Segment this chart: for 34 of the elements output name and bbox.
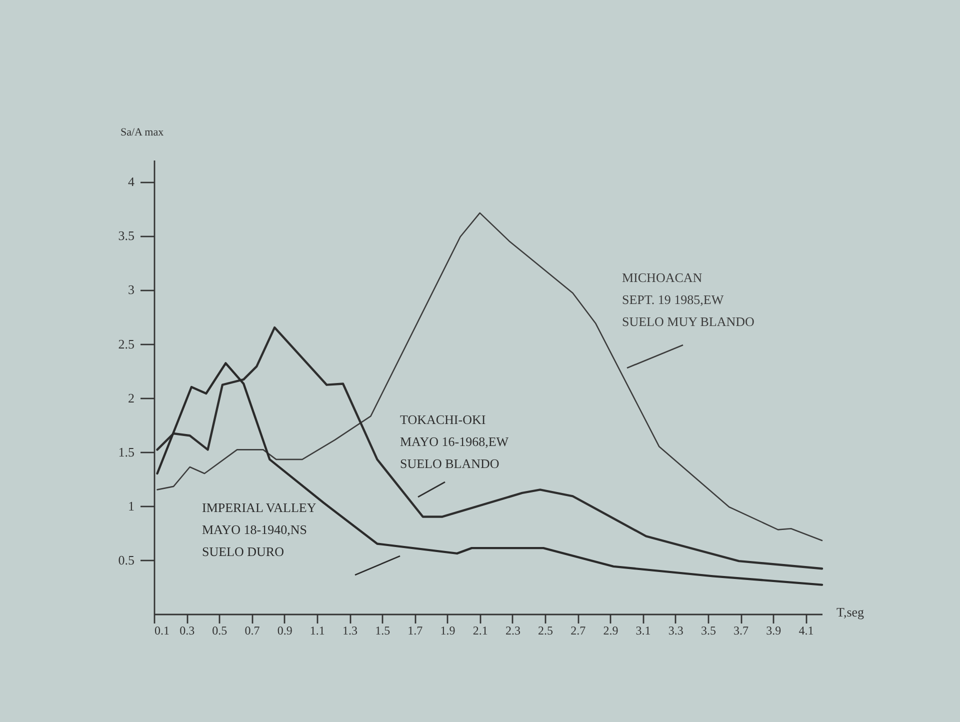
x-tick-label: 1.9 (440, 624, 456, 638)
x-tick-label: 1.5 (375, 624, 390, 638)
x-tick-label: 3.7 (734, 624, 749, 638)
x-tick-label: 2.9 (603, 624, 618, 638)
x-tick-label: 0.9 (277, 624, 292, 638)
x-tick-label: 2.1 (472, 624, 488, 638)
x-tick-label: 1.1 (310, 624, 325, 638)
x-tick-label: 3.1 (636, 624, 651, 638)
x-tick-label: 0.3 (180, 624, 195, 638)
y-tick-label: 1 (128, 498, 134, 514)
x-tick-label: 3.5 (700, 624, 716, 638)
y-tick-label: 3 (128, 282, 134, 298)
y-tick-label: 2 (128, 390, 134, 406)
y-tick-label: 0.5 (118, 552, 134, 568)
series-label: IMPERIAL VALLEY MAYO 18-1940,NS SUELO DURO (202, 500, 317, 559)
x-tick-label: 3.3 (668, 624, 684, 638)
x-axis-title: T,seg (836, 604, 865, 620)
y-tick-label: 4 (128, 174, 135, 190)
y-axis-title: Sa/A max (120, 126, 164, 138)
x-tick-label: 2.3 (505, 624, 520, 638)
x-tick-label: 1.7 (408, 624, 423, 638)
x-tick-label: 0.5 (212, 624, 228, 638)
x-tick-label: 3.9 (766, 624, 782, 638)
x-tick-label: 0.7 (244, 624, 260, 638)
y-tick-label: 3.5 (118, 228, 134, 244)
series-label: MICHOACAN SEPT. 19 1985,EW SUELO MUY BLANDO (622, 270, 754, 329)
x-tick-label: 4.1 (798, 624, 814, 638)
x-tick-label: 1.3 (342, 624, 358, 638)
y-tick-label: 2.5 (118, 336, 134, 352)
x-tick-label: 2.7 (570, 624, 586, 638)
x-tick-label: 2.5 (538, 624, 554, 638)
x-tick-label: 0.1 (154, 624, 170, 638)
series-label: TOKACHI-OKI MAYO 16-1968,EW SUELO BLANDO (400, 412, 510, 471)
y-tick-label: 1.5 (118, 444, 134, 460)
